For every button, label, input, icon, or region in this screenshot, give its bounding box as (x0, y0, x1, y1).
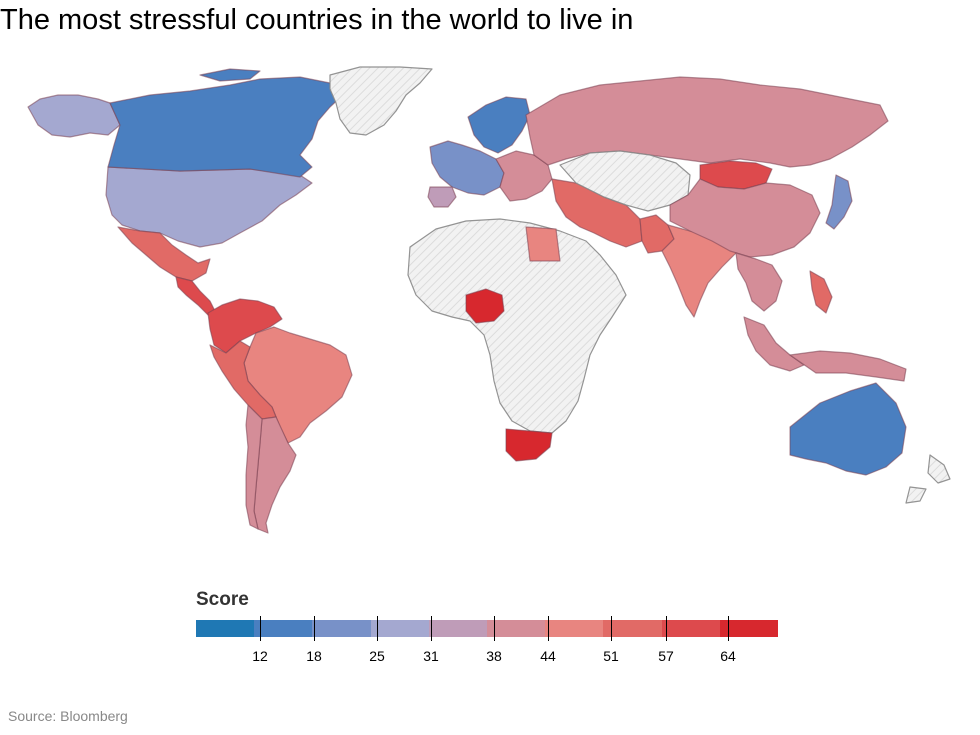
legend-segment-3 (370, 620, 429, 637)
legend-tick-mark (611, 616, 612, 641)
region-africa-no-data (407, 218, 627, 434)
region-china (669, 178, 821, 258)
legend-tick-mark (494, 616, 495, 641)
legend-segment-1 (254, 620, 313, 637)
legend-tick-mark (666, 616, 667, 641)
region-mexico (117, 226, 211, 282)
legend-segment-8 (661, 620, 720, 637)
region-nigeria (465, 288, 505, 324)
legend-tick-label: 12 (252, 648, 268, 664)
legend-tick-mark (728, 616, 729, 641)
legend-color-bar (196, 620, 779, 637)
legend-segment-0 (196, 620, 255, 637)
legend-tick-label: 25 (369, 648, 385, 664)
legend-segment-2 (312, 620, 371, 637)
region-russia (525, 76, 889, 168)
region-canada (107, 68, 346, 178)
region-eastern-europe (495, 150, 553, 202)
region-spain (427, 186, 457, 208)
region-australia (789, 382, 907, 476)
legend-tick-label: 51 (603, 648, 619, 664)
region-egypt (525, 226, 561, 262)
legend-segment-5 (487, 620, 546, 637)
legend-tick-mark (377, 616, 378, 641)
legend-tick-mark (260, 616, 261, 641)
region-central-america (175, 276, 217, 316)
legend-segment-6 (545, 620, 604, 637)
legend-tick-mark (314, 616, 315, 641)
region-southeast-asia (735, 252, 805, 372)
legend-segment-9 (719, 620, 779, 637)
region-japan (825, 174, 853, 230)
chart-title: The most stressful countries in the worl… (0, 4, 634, 36)
world-map (0, 55, 980, 545)
region-chile (245, 404, 263, 530)
legend-tick-label: 38 (486, 648, 502, 664)
region-philippines (809, 270, 833, 314)
source-note: Source: Bloomberg (8, 708, 128, 724)
legend-tick-label: 44 (540, 648, 556, 664)
legend-tick-label: 57 (658, 648, 674, 664)
legend-title: Score (196, 589, 249, 610)
region-peru-bolivia (209, 340, 277, 420)
region-south-africa (505, 428, 553, 462)
region-new-zealand (905, 454, 951, 504)
region-scandinavia (467, 96, 531, 154)
legend-tick-label: 64 (720, 648, 736, 664)
legend-tick-mark (548, 616, 549, 641)
legend-segment-7 (603, 620, 662, 637)
region-greenland (329, 66, 433, 136)
legend-segment-4 (428, 620, 488, 637)
legend-tick-label: 18 (306, 648, 322, 664)
world-map-svg (27, 66, 951, 534)
legend-tick-mark (431, 616, 432, 641)
region-venezuela-colombia (207, 298, 283, 354)
legend-tick-label: 31 (423, 648, 439, 664)
region-indonesia (789, 350, 907, 382)
